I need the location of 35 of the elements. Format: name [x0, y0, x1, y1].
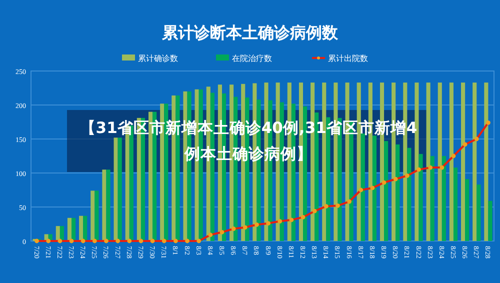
- bar: [372, 136, 377, 241]
- bar: [449, 82, 454, 241]
- bar: [472, 82, 477, 241]
- legend-label: 累计确诊数: [138, 54, 178, 63]
- bar: [430, 156, 434, 241]
- bar: [114, 138, 118, 241]
- bar: [94, 190, 99, 241]
- bar: [72, 218, 76, 241]
- bar: [90, 190, 95, 241]
- bar: [79, 216, 84, 241]
- bar: [384, 141, 388, 241]
- bar: [60, 226, 64, 241]
- chart-title: 累计诊断本土确诊病例数: [161, 23, 339, 42]
- bar: [67, 218, 72, 241]
- bar: [56, 226, 60, 241]
- bar: [407, 148, 412, 241]
- bar: [106, 170, 110, 241]
- legend-label: 累计出院数: [328, 54, 368, 63]
- bar: [476, 184, 481, 241]
- bar: [426, 82, 430, 241]
- bar: [118, 138, 122, 241]
- bar: [453, 168, 458, 241]
- bar: [414, 82, 419, 241]
- bar: [396, 144, 400, 241]
- bar: [102, 170, 106, 241]
- bar: [438, 82, 442, 241]
- bar: [488, 200, 492, 241]
- bar: [461, 82, 466, 241]
- bar: [484, 82, 488, 241]
- legend-label: 在院治疗数: [232, 54, 272, 63]
- bar: [360, 134, 365, 241]
- bar: [465, 179, 470, 241]
- bar: [83, 216, 88, 241]
- bar: [442, 156, 446, 241]
- bar: [418, 154, 423, 241]
